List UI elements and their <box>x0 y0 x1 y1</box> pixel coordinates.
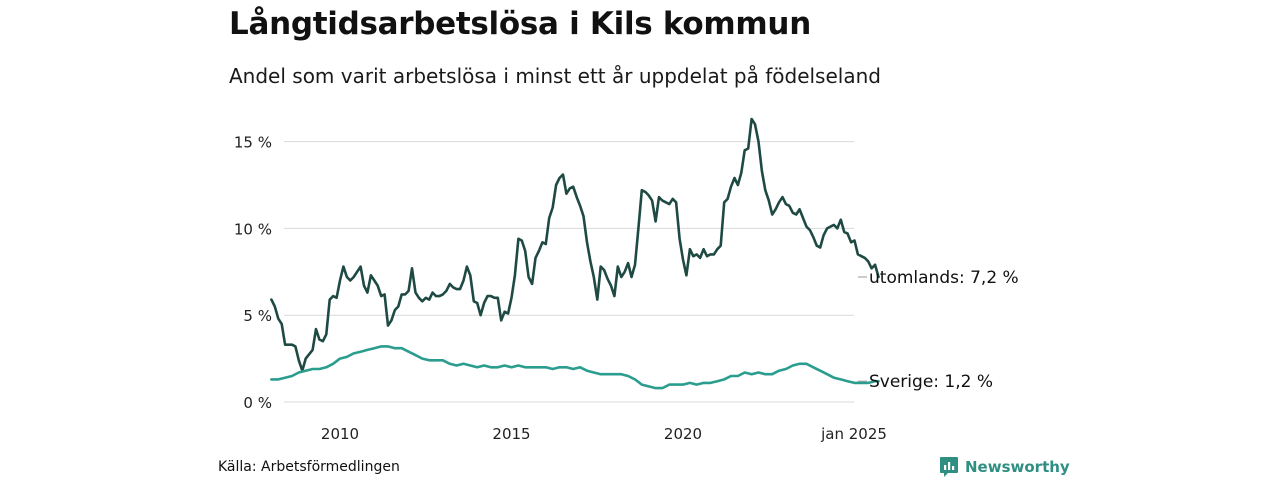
x-tick-label: jan 2025 <box>820 425 887 443</box>
y-tick-label: 15 % <box>234 134 272 152</box>
newsworthy-logo-icon <box>940 457 958 477</box>
y-tick-label: 0 % <box>243 394 272 412</box>
series-line-utomlands <box>270 117 880 372</box>
grid-lines <box>284 141 854 403</box>
chart-subtitle: Andel som varit arbetslösa i minst ett å… <box>229 64 881 88</box>
end-labels: utomlands: 7,2 % Sverige: 1,2 % <box>858 268 1019 392</box>
brand-name: Newsworthy <box>965 458 1070 476</box>
chart-title: Långtidsarbetslösa i Kils kommun <box>229 6 811 42</box>
source-note: Källa: Arbetsförmedlingen <box>218 459 400 475</box>
x-tick-label: 2010 <box>321 425 359 443</box>
y-tick-label: 10 % <box>234 220 272 238</box>
end-label-sverige: Sverige: 1,2 % <box>869 372 993 392</box>
x-tick-label: 2020 <box>664 425 702 443</box>
y-axis-labels: 0 % 5 % 10 % 15 % <box>234 134 272 412</box>
end-label-utomlands: utomlands: 7,2 % <box>869 268 1019 288</box>
series-line-sverige <box>270 345 880 390</box>
brand-logo[interactable]: Newsworthy <box>939 456 1070 478</box>
x-axis-labels: 2010 2015 2020 jan 2025 <box>321 425 887 443</box>
y-tick-label: 5 % <box>243 307 272 325</box>
x-tick-label: 2015 <box>492 425 530 443</box>
series-lines <box>270 117 880 390</box>
